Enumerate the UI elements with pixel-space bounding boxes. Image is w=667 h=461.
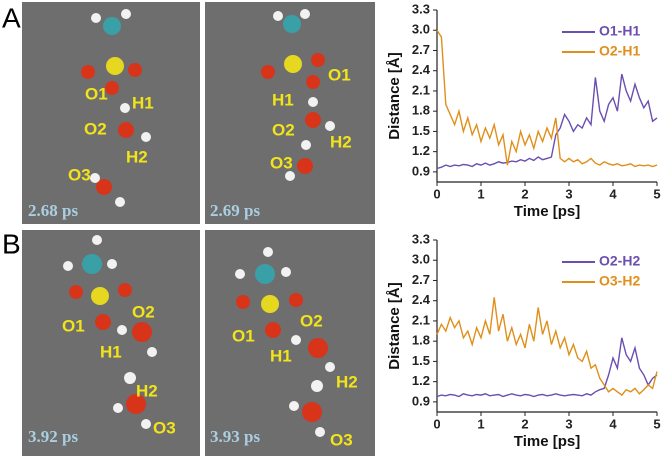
atom-label: H2	[330, 132, 352, 151]
atom-label: H2	[126, 147, 148, 166]
data-line	[436, 29, 658, 168]
atom-label: O3	[68, 165, 91, 184]
atom-label: H1	[100, 342, 122, 361]
x-tick-label: 2	[521, 416, 528, 431]
y-axis-label: Distance [Å]	[386, 282, 403, 370]
legend-label: O1-H1	[599, 23, 640, 39]
legend-label: O2-H1	[599, 43, 640, 59]
y-tick-label: 1.5	[412, 123, 430, 138]
snapshot: O2 O1 H1 H2 O3 3.92 ps	[22, 230, 200, 456]
atom-label: O1	[328, 65, 351, 84]
data-line	[436, 297, 658, 397]
atom-label: O3	[330, 430, 353, 449]
snapshot-time: 3.93 ps	[210, 427, 260, 446]
y-tick-label: 2.7	[412, 42, 430, 57]
y-tick-label: 1.8	[412, 103, 430, 118]
atom-label: H1	[272, 90, 294, 109]
panel-label: B	[2, 228, 21, 259]
x-axis-label: Time [ps]	[514, 203, 580, 220]
atom-label: H1	[270, 346, 292, 365]
y-tick-label: 1.2	[412, 373, 430, 388]
data-line	[436, 337, 658, 398]
atom-label: O3	[270, 153, 293, 172]
y-tick-label: 2.7	[412, 272, 430, 287]
y-tick-label: 1.5	[412, 353, 430, 368]
legend-label: O2-H2	[599, 253, 640, 269]
y-tick-label: 1.8	[412, 333, 430, 348]
snapshot-time: 2.68 ps	[28, 201, 78, 220]
snapshot: O1 H1 O2 H2 O3 2.68 ps	[22, 2, 200, 224]
y-tick-label: 3.0	[412, 22, 430, 37]
y-tick-label: 2.4	[412, 62, 431, 77]
atom-label: O2	[84, 119, 107, 138]
y-tick-label: 3.3	[412, 231, 430, 246]
x-tick-label: 5	[653, 186, 660, 201]
atom-label: H2	[336, 372, 358, 391]
data-line	[436, 73, 658, 170]
x-tick-label: 1	[477, 416, 484, 431]
y-tick-label: 2.1	[412, 312, 430, 327]
atom-label: O3	[153, 418, 176, 437]
y-tick-label: 1.2	[412, 143, 430, 158]
x-tick-label: 1	[477, 186, 484, 201]
x-tick-label: 4	[609, 186, 617, 201]
snapshot: O1 H1 O2 H2 O3 2.69 ps	[205, 2, 375, 224]
panel-label: A	[2, 2, 21, 33]
y-tick-label: 2.1	[412, 82, 430, 97]
atom-label: O1	[62, 316, 85, 335]
y-axis-label: Distance [Å]	[386, 52, 403, 140]
x-tick-label: 4	[609, 416, 617, 431]
snapshot: O2 O1 H1 H2 O3 3.93 ps	[205, 230, 375, 456]
x-tick-label: 0	[433, 416, 440, 431]
atom-label: O2	[132, 302, 155, 321]
y-tick-label: 2.4	[412, 292, 431, 307]
y-tick-label: 0.9	[412, 393, 430, 408]
legend-label: O3-H2	[599, 273, 640, 289]
x-tick-label: 3	[565, 416, 572, 431]
atom-label: H2	[136, 381, 158, 400]
x-tick-label: 5	[653, 416, 660, 431]
atom-label: H1	[132, 93, 154, 112]
snapshot-time: 2.69 ps	[210, 201, 260, 220]
atom-label: O1	[85, 84, 108, 103]
y-tick-label: 3.3	[412, 1, 430, 16]
atom-label: O2	[300, 311, 323, 330]
atom-label: O1	[232, 326, 255, 345]
y-tick-label: 3.0	[412, 252, 430, 267]
x-tick-label: 2	[521, 186, 528, 201]
x-axis-label: Time [ps]	[514, 433, 580, 450]
x-tick-label: 3	[565, 186, 572, 201]
x-tick-label: 0	[433, 186, 440, 201]
snapshot-time: 3.92 ps	[28, 427, 78, 446]
atom-label: O2	[272, 120, 295, 139]
y-tick-label: 0.9	[412, 163, 430, 178]
